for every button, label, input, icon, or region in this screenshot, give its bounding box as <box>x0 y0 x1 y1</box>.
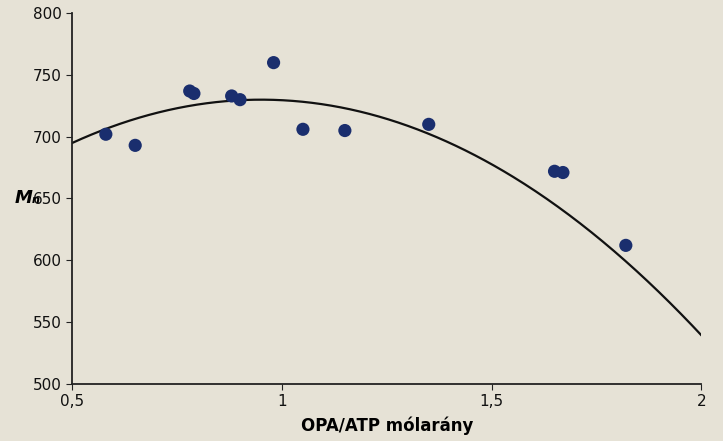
Point <box>620 242 632 249</box>
Point <box>184 87 195 94</box>
Point <box>188 90 200 97</box>
Point <box>557 169 569 176</box>
Point <box>226 93 237 100</box>
Y-axis label: Mₙ: Mₙ <box>14 190 40 207</box>
Point <box>100 131 111 138</box>
Point <box>297 126 309 133</box>
Point <box>423 121 435 128</box>
Point <box>268 59 279 66</box>
Point <box>339 127 351 134</box>
Point <box>129 142 141 149</box>
X-axis label: OPA/ATP mólarány: OPA/ATP mólarány <box>301 416 473 434</box>
Point <box>549 168 560 175</box>
Point <box>234 96 246 103</box>
